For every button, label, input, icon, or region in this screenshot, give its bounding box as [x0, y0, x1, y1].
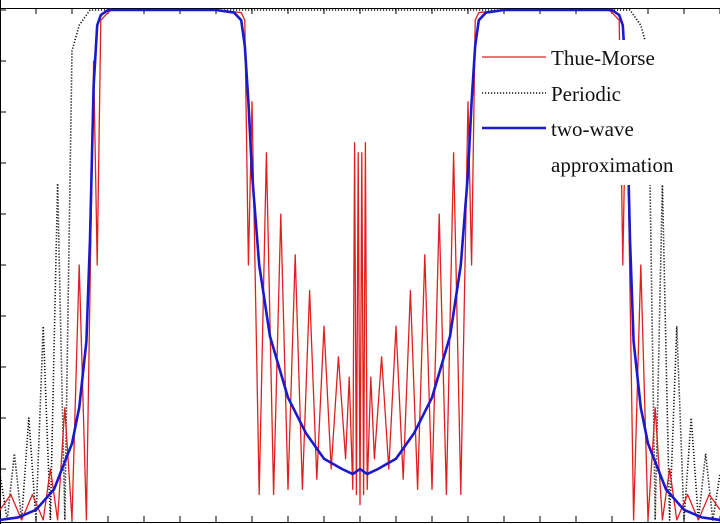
legend-label-periodic: Periodic	[551, 82, 621, 106]
series-line-thue-morse	[0, 9, 720, 521]
legend-label-approximation: approximation	[551, 153, 674, 177]
legend-box	[478, 40, 718, 185]
series-line-periodic	[0, 9, 720, 521]
legend-label-two-wave: two-wave	[551, 117, 634, 141]
legend-label-thue-morse: Thue-Morse	[551, 46, 655, 70]
legend: Thue-Morse Periodic two-wave approximati…	[478, 40, 718, 185]
